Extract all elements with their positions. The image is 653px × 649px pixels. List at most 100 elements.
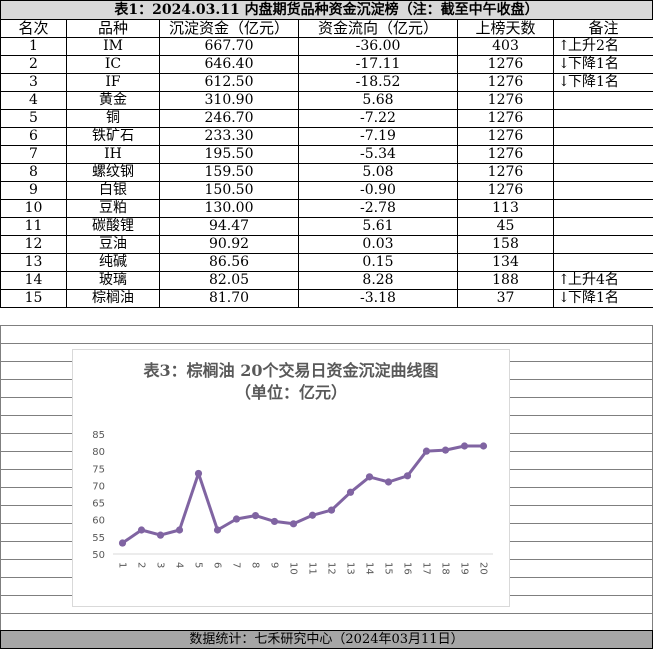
name-cell: 白银 [66,181,160,200]
data-source-footer: 数据统计：七禾研究中心（2024年03月11日） [0,630,653,649]
x-tick-label: 16 [402,562,413,575]
sheet-border [0,325,1,631]
table-row: 14 玻璃 82.05 8.28 188 ↑上升4名 [0,271,653,290]
name-cell: 豆粕 [66,199,160,218]
capital-cell: 94.47 [159,217,299,236]
note-cell [553,181,653,200]
days-cell: 1276 [457,145,554,164]
x-tick-label: 3 [155,562,166,568]
capital-cell: 195.50 [159,145,299,164]
days-cell: 1276 [457,91,554,110]
days-cell: 1276 [457,109,554,128]
days-cell: 1276 [457,163,554,182]
name-cell: IF [66,73,160,92]
x-tick-label: 19 [459,562,470,575]
note-cell [553,235,653,254]
days-cell: 1276 [457,55,554,74]
y-tick-label: 60 [92,516,105,527]
x-tick-label: 2 [136,562,147,568]
days-cell: 1276 [457,127,554,146]
col-header-flow: 资金流向（亿元） [298,19,458,38]
table-row: 10 豆粕 130.00 -2.78 113 [0,199,653,218]
capital-cell: 646.40 [159,55,299,74]
table-body: 1 IM 667.70 -36.00 403 ↑上升2名 2 IC 646.40 -17.11 12… [0,37,653,308]
arrow-down-icon: ↓ [558,74,570,91]
capital-cell: 246.70 [159,109,299,128]
table-row: 5 铜 246.70 -7.22 1276 [0,109,653,128]
data-point [479,442,488,450]
col-header-days: 上榜天数 [457,19,554,38]
rank-cell: 13 [0,253,67,272]
rank-cell: 7 [0,145,67,164]
y-tick-label: 75 [92,464,105,475]
flow-cell: -2.78 [298,199,458,218]
chart-title: 表3：棕榈油 20个交易日资金沉淀曲线图 （单位：亿元） [73,360,509,404]
note-cell [553,217,653,236]
days-cell: 158 [457,235,554,254]
table-header-row: 名次 品种 沉淀资金（亿元） 资金流向（亿元） 上榜天数 备注 [0,19,653,38]
rank-cell: 10 [0,199,67,218]
data-point [213,526,222,534]
note-text: 下降1名 [568,56,619,73]
y-tick-label: 70 [92,481,105,492]
y-tick-label: 65 [92,499,105,510]
data-point [384,478,393,486]
x-tick-label: 7 [231,562,242,568]
x-tick-label: 20 [478,562,489,575]
note-text: 下降1名 [568,290,619,307]
note-cell [553,199,653,218]
flow-cell: -0.90 [298,181,458,200]
days-cell: 1276 [457,73,554,92]
chart-title-line: 表3：棕榈油 20个交易日资金沉淀曲线图 [143,361,439,380]
arrow-down-icon: ↓ [558,290,570,307]
note-cell [553,145,653,164]
data-point [232,515,241,523]
data-point [175,526,184,534]
name-cell: 黄金 [66,91,160,110]
arrow-up-icon: ↑ [558,38,570,55]
table-row: 13 纯碱 86.56 0.15 134 [0,253,653,272]
data-point [156,531,165,539]
sheet-gridline [0,325,653,326]
y-tick-label: 85 [92,430,105,441]
flow-cell: -3.18 [298,289,458,308]
note-cell [553,91,653,110]
days-cell: 45 [457,217,554,236]
y-tick-label: 50 [92,550,105,561]
note-cell: ↓下降1名 [553,55,653,74]
rank-cell: 6 [0,127,67,146]
note-text: 上升4名 [568,272,619,289]
flow-cell: 5.68 [298,91,458,110]
flow-cell: -17.11 [298,55,458,74]
note-cell [553,253,653,272]
data-point [403,472,412,480]
flow-cell: -7.22 [298,109,458,128]
rank-cell: 12 [0,235,67,254]
capital-cell: 667.70 [159,37,299,56]
x-tick-label: 8 [250,562,261,568]
name-cell: 棕榈油 [66,289,160,308]
data-point [251,512,260,520]
x-tick-label: 11 [307,562,318,575]
flow-cell: -36.00 [298,37,458,56]
x-tick-label: 10 [288,562,299,575]
flow-cell: 0.15 [298,253,458,272]
table-row: 7 IH 195.50 -5.34 1276 [0,145,653,164]
chart-subtitle: （单位：亿元） [234,383,347,402]
days-cell: 134 [457,253,554,272]
days-cell: 37 [457,289,554,308]
x-tick-label: 12 [326,562,337,575]
days-cell: 113 [457,199,554,218]
sheet-gridline [0,613,653,614]
capital-cell: 86.56 [159,253,299,272]
table-row: 3 IF 612.50 -18.52 1276 ↓下降1名 [0,73,653,92]
x-tick-label: 15 [383,562,394,575]
capital-cell: 130.00 [159,199,299,218]
rank-cell: 14 [0,271,67,290]
x-tick-label: 18 [440,562,451,575]
flow-cell: 5.61 [298,217,458,236]
palm-oil-chart: 表3：棕榈油 20个交易日资金沉淀曲线图 （单位：亿元） 50 55 60 65 70 7… [72,349,510,607]
days-cell: 403 [457,37,554,56]
rank-cell: 5 [0,109,67,128]
